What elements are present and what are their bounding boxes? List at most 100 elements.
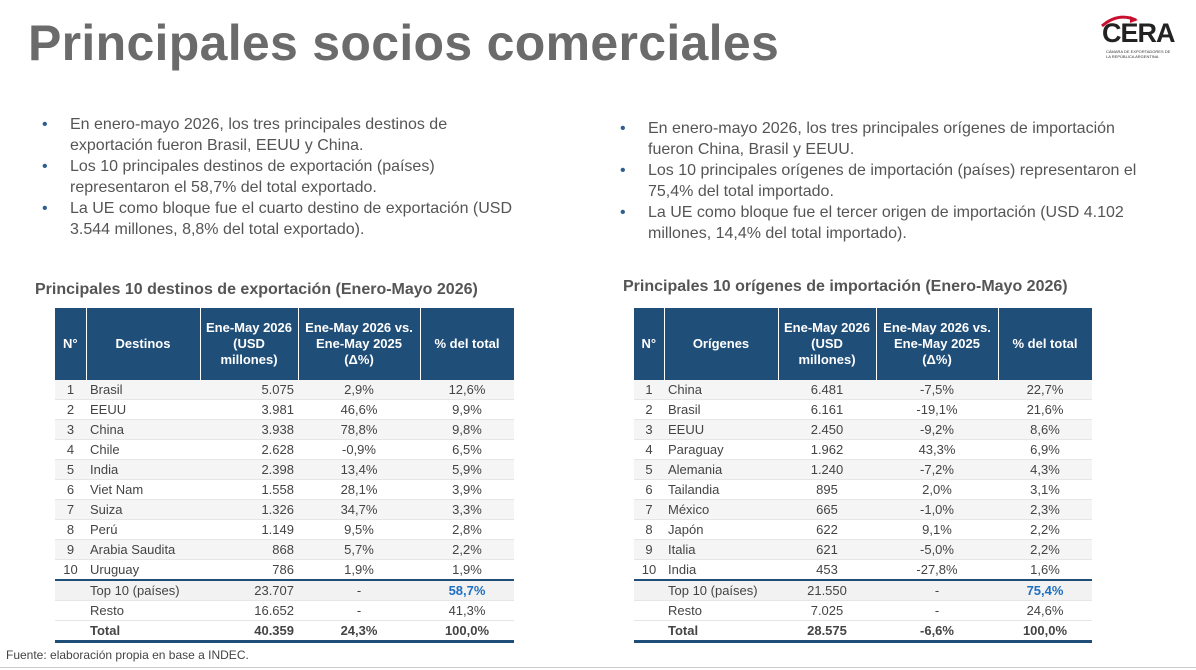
cell [634,600,664,621]
cell: 868 [200,539,298,560]
cell: 3.938 [200,419,298,440]
cell: 5,7% [298,539,420,560]
cell: 9 [55,539,86,560]
cell: 9,1% [876,519,998,540]
cell: 58,7% [420,579,514,601]
table-row: 7 México 665 -1,0% 2,3% [634,499,1092,520]
cell: Arabia Saudita [86,539,200,560]
resto-row: Resto 7.025-24,6% [634,600,1092,621]
header-cell: % del total [998,308,1093,380]
cell: 1,6% [998,559,1092,581]
table-row: 6 Tailandia 895 2,0% 3,1% [634,479,1092,500]
cell: Viet Nam [86,479,200,500]
cell: 621 [778,539,876,560]
cell: 12,6% [420,380,514,400]
title: Principales socios comerciales [28,15,780,71]
cell: 4 [634,439,664,460]
total-row: Total 28.575 -6,6% 100,0% [634,620,1092,643]
cell: - [298,579,420,601]
import-table: N° Orígenes Ene-May 2026 (USD millones) Ene… [634,308,1093,643]
header-cell: Ene-May 2026 vs. Ene-May 2025 (Δ%) [876,308,999,380]
cell: 3,9% [420,479,514,500]
bullet: En enero-mayo 2026, los tres principales… [618,118,1138,160]
cell: 24,3% [298,620,420,643]
table-title: Principales 10 orígenes de importación (… [623,278,1068,295]
header-row: N° Orígenes Ene-May 2026 (USD millones) Ene… [634,308,1093,380]
cell: 2,9% [298,380,420,400]
table-row: 3 EEUU 2.450 -9,2% 8,6% [634,419,1092,440]
cell: 1.240 [778,459,876,480]
header-cell: % del total [420,308,515,380]
cell: 8 [634,519,664,540]
source-note: Fuente: elaboración propia en base a IND… [6,648,249,662]
cell: India [664,559,778,581]
cell: Top 10 (países) [86,579,200,601]
cell: 78,8% [298,419,420,440]
cell: 9,8% [420,419,514,440]
cell: 24,6% [998,600,1092,621]
cell: 2.450 [778,419,876,440]
header-cell: N° [55,308,87,380]
logo-swoosh [1101,15,1138,28]
cell: India [86,459,200,480]
cell: 75,4% [998,579,1092,601]
cell [55,579,86,601]
cell: 9,5% [298,519,420,540]
cell: 7 [634,499,664,520]
table-row: 1 China 6.481 -7,5% 22,7% [634,380,1092,400]
divider [0,667,1196,668]
bullet: Los 10 principales destinos de exportaci… [40,156,520,198]
cell: 21,6% [998,399,1092,420]
cell: 2,8% [420,519,514,540]
cell: 8,6% [998,419,1092,440]
cell: Alemania [664,459,778,480]
cell: 2.398 [200,459,298,480]
cell: 453 [778,559,876,581]
cell: 21.550 [778,579,876,601]
cell: -5,0% [876,539,998,560]
header-cell: Ene-May 2026 (USD millones) [778,308,877,380]
logo-name: CERA [1102,18,1176,48]
table-row: 2 Brasil 6.161 -19,1% 21,6% [634,399,1092,420]
table-row: 8 Perú 1.149 9,5% 2,8% [55,519,514,540]
cell: -7,2% [876,459,998,480]
cell: -19,1% [876,399,998,420]
cell: 100,0% [420,620,514,643]
cell [55,600,86,621]
cell: 6,5% [420,439,514,460]
cell: 9 [634,539,664,560]
cell: 5 [55,459,86,480]
cell: 46,6% [298,399,420,420]
cell: 2 [55,399,86,420]
table-row: 8 Japón 622 9,1% 2,2% [634,519,1092,540]
cell: 3 [634,419,664,440]
cell: 23.707 [200,579,298,601]
header-cell: N° [634,308,665,380]
table-row: 7 Suiza 1.326 34,7% 3,3% [55,499,514,520]
cell: 665 [778,499,876,520]
cell: -27,8% [876,559,998,581]
table-row: 9 Arabia Saudita 868 5,7% 2,2% [55,539,514,560]
cell: 100,0% [998,620,1092,643]
table-row: 6 Viet Nam 1.558 28,1% 3,9% [55,479,514,500]
cell: -0,9% [298,439,420,460]
cell: 1 [55,380,86,400]
cell: Total [86,620,200,643]
cell: 28.575 [778,620,876,643]
export-bullets: En enero-mayo 2026, los tres principales… [40,114,520,240]
cell: 5.075 [200,380,298,400]
cell: 34,7% [298,499,420,520]
cell: 622 [778,519,876,540]
cell: 3,3% [420,499,514,520]
cell: Brasil [664,399,778,420]
cell: 10 [55,559,86,581]
cell: EEUU [664,419,778,440]
cell: Total [664,620,778,643]
table-title: Principales 10 destinos de exportación (… [35,281,478,298]
cell: -1,0% [876,499,998,520]
header-cell: Ene-May 2026 vs. Ene-May 2025 (Δ%) [298,308,421,380]
cell: Italia [664,539,778,560]
cell: 895 [778,479,876,500]
cell: Resto [664,600,778,621]
